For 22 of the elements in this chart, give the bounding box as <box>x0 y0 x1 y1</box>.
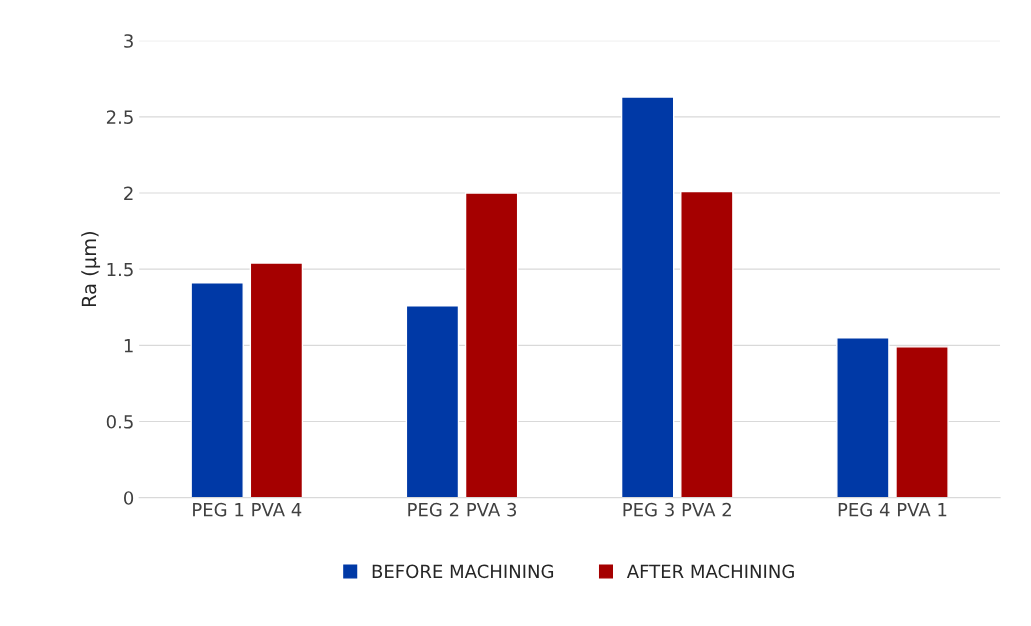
y-tick-label: 0.5 <box>106 414 133 429</box>
legend-label: AFTER MACHINING <box>626 564 794 579</box>
bar <box>836 337 890 498</box>
bar <box>190 282 244 498</box>
x-tick-label: PEG 4 PVA 1 <box>838 502 947 517</box>
x-tick-label: PEG 3 PVA 2 <box>623 502 731 517</box>
bar <box>620 96 675 498</box>
y-tick-label: 1.5 <box>107 262 133 277</box>
bar <box>680 190 734 498</box>
y-tick-label: 0 <box>124 491 134 505</box>
legend-label: BEFORE MACHINING <box>372 564 554 579</box>
y-tick-label: 1 <box>124 339 133 353</box>
bar <box>405 305 460 498</box>
y-tick-label: 2 <box>124 186 133 200</box>
bar <box>464 192 519 498</box>
y-axis-title: Ra (µm) <box>81 232 101 307</box>
y-tick-label: 3 <box>124 34 133 48</box>
y-tick-label: 2.5 <box>106 110 133 124</box>
x-tick-label: PEG 1 PVA 4 <box>193 502 302 517</box>
bar <box>895 346 949 498</box>
x-tick-label: PEG 2 PVA 3 <box>408 502 517 517</box>
bar <box>249 262 304 498</box>
